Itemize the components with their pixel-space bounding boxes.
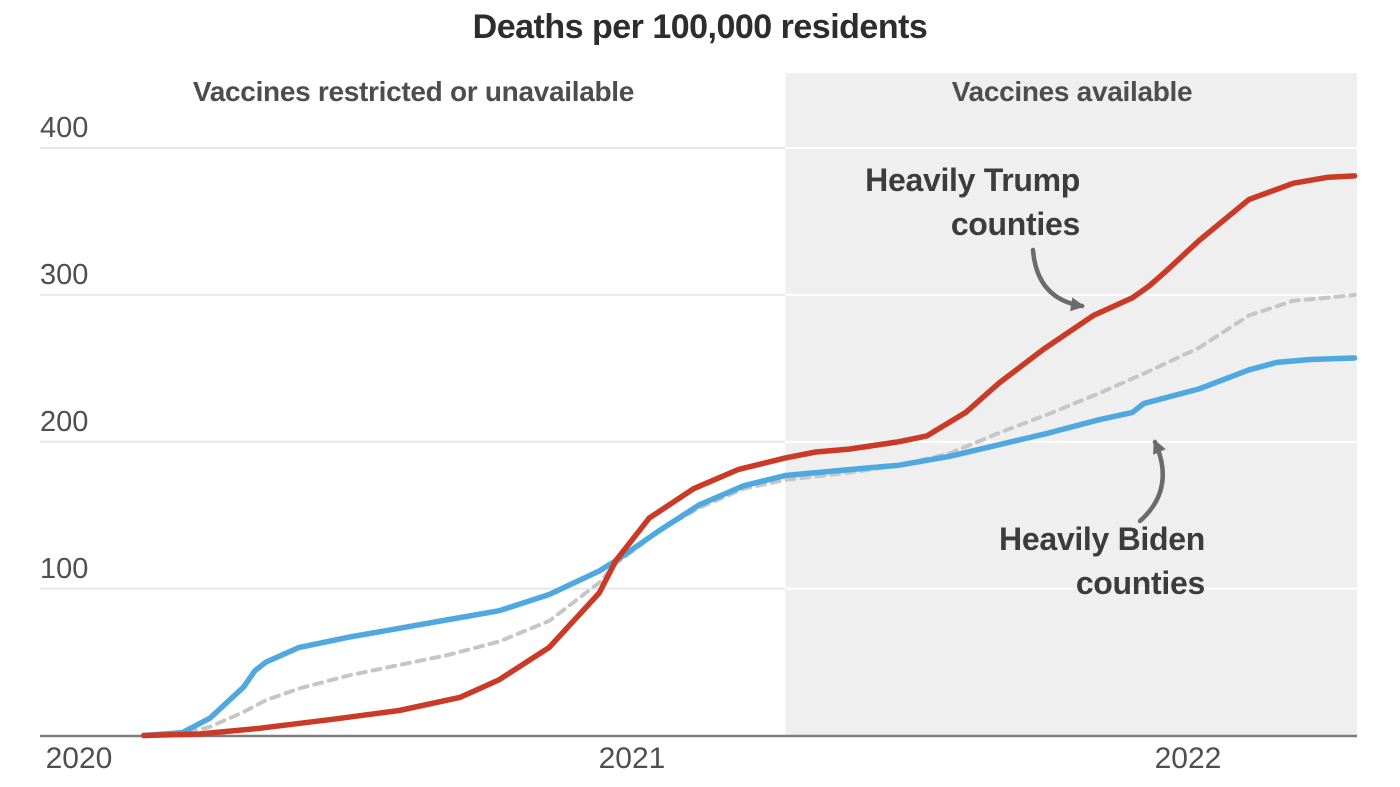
- region-label-vaccines-restricted: Vaccines restricted or unavailable: [192, 76, 635, 107]
- y-tick-200: 200: [40, 406, 89, 438]
- data-lines: [140, 173, 1358, 739]
- annotation-heavily-trump-counties: Heavily Trump counties: [780, 158, 1080, 246]
- vaccines-available-shaded-region: [785, 73, 1357, 737]
- line-dashed: [141, 292, 1357, 738]
- chart-title: Deaths per 100,000 residents: [472, 8, 928, 46]
- annotation-biden-line2: counties: [1075, 565, 1205, 602]
- annotation-heavily-biden-counties: Heavily Biden counties: [905, 517, 1205, 605]
- line-biden: [140, 355, 1358, 739]
- y-tick-400: 400: [40, 112, 89, 144]
- y-tick-300: 300: [40, 259, 89, 291]
- x-tick-2021: 2021: [598, 742, 666, 775]
- annotation-trump-line2: counties: [950, 206, 1080, 243]
- annotation-biden-line1: Heavily Biden: [999, 521, 1205, 557]
- region-label-vaccines-available: Vaccines available: [951, 76, 1193, 107]
- line-trump: [140, 173, 1358, 739]
- annotation-trump-line1: Heavily Trump: [865, 162, 1080, 198]
- x-tick-2020: 2020: [45, 742, 113, 775]
- annotation-arrows: [1030, 247, 1166, 524]
- y-tick-100: 100: [40, 553, 89, 585]
- x-tick-2022: 2022: [1154, 742, 1222, 775]
